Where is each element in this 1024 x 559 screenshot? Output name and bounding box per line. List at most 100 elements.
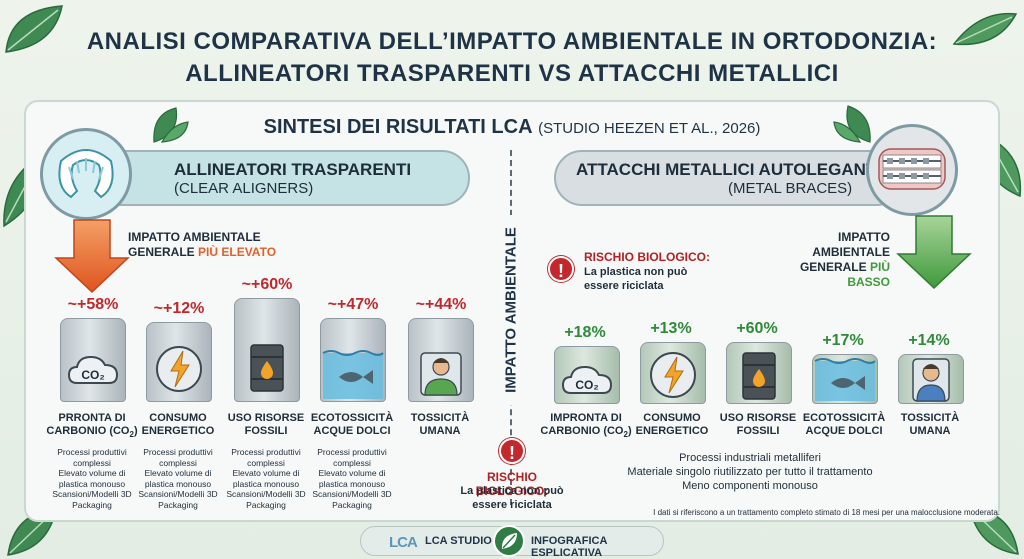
right-label-energy-line1: CONSUMO [643, 412, 701, 424]
oil-barrel-icon [742, 352, 776, 400]
risk-bottom-text: La plastica non può essere riciclata [456, 484, 568, 512]
note-line: Processi produttivi complessi [143, 447, 213, 468]
left-label-human: TOSSICITÀ UMANA [392, 412, 488, 438]
right-label-carbon-line2b: ) [627, 425, 632, 437]
left-percent-fossil: ~+60% [241, 276, 293, 293]
left-impact-text: IMPATTO AMBIENTALE GENERALE PIÙ ELEVATO [128, 230, 276, 260]
note-line: Packaging [158, 499, 198, 510]
note-line: Packaging [246, 499, 286, 510]
co2-cloud-icon: CO₂ [67, 355, 119, 384]
left-label-human-line1: TOSSICITÀ [410, 412, 470, 424]
metal-braces-icon [878, 148, 946, 190]
left-label-human-line2: UMANA [419, 425, 461, 437]
left-impact-line2: GENERALE PIÙ ELEVATO [128, 245, 276, 260]
right-notes: Processi industriali metalliferi Materia… [600, 451, 900, 493]
oil-barrel-icon [250, 344, 284, 392]
right-bar-carbon: CO₂ [554, 346, 620, 404]
note-line: Elevato volume di plastica monouso [58, 468, 126, 489]
leaf-decoration-top-right [952, 12, 1018, 46]
left-notes-col4: Processi produttivi complessi Elevato vo… [306, 447, 398, 510]
left-label-fossil: USO RISORSE FOSSILI [218, 412, 314, 438]
right-impact-text: IMPATTO AMBIENTALE GENERALE PIÙ BASSO [762, 230, 890, 290]
footer-info: INFOGRAFICA ESPLICATIVA [531, 535, 607, 559]
risk-bottom-title: RISCHIO BIOLOGICO: [475, 470, 549, 498]
left-label-ecotox-line1: ECOTOSSICITÀ [310, 412, 394, 424]
summary-source: (STUDIO HEEZEN ET AL., 2026) [538, 120, 761, 137]
left-label-carbon-line1: PRRONTA DI [58, 412, 126, 424]
right-percent-energy: +13% [650, 320, 692, 337]
warning-icon: ! [499, 438, 525, 464]
left-bar-ecotox [320, 318, 386, 402]
right-impact-line2a: GENERALE [799, 260, 870, 274]
person-icon [420, 352, 462, 396]
left-label-energy-line1: CONSUMO [149, 412, 207, 424]
right-label-energy-line2: ENERGETICO [635, 425, 709, 437]
risk-top-text: La plastica non può essere riciclata [584, 265, 687, 293]
right-impact-line2: GENERALE PIÙ BASSO [762, 260, 890, 290]
right-header-subtitle: (METAL BRACES) [728, 180, 853, 197]
center-vertical-label-text: IMPATTO AMBIENTALE [502, 227, 520, 393]
right-header-title: ATTACCHI METALLICI AUTOLEGANTI [576, 160, 882, 179]
right-label-human: TOSSICITÀ UMANA [882, 412, 978, 438]
footer-studio: LCA STUDIO [425, 535, 492, 547]
left-label-fossil-line2: FOSSILI [244, 425, 288, 437]
note-line: Elevato volume di plastica monouso [232, 468, 300, 489]
leaf-icon [833, 105, 871, 143]
svg-text:CO₂: CO₂ [575, 378, 598, 392]
left-impact-highlight: PIÙ ELEVATO [198, 245, 277, 259]
note-line: Processi produttivi complessi [317, 447, 387, 468]
left-header-pill: ALLINEATORI TRASPARENTI (CLEAR ALIGNERS) [80, 150, 470, 206]
aligner-circle [40, 128, 132, 220]
arrow-down-green-icon [896, 215, 972, 290]
right-label-ecotox: ECOTOSSICITÀ ACQUE DOLCI [796, 412, 892, 438]
leaf-icon [153, 107, 189, 143]
left-percent-human: ~+44% [415, 296, 467, 313]
left-header-subtitle: (CLEAR ALIGNERS) [174, 180, 314, 197]
right-bar-fossil [726, 342, 792, 404]
right-label-human-line1: TOSSICITÀ [900, 412, 960, 424]
note-line: Packaging [72, 499, 112, 510]
risk-top-line2: essere riciclata [584, 280, 664, 292]
note-line: Meno componenti monouso [682, 480, 818, 492]
right-label-carbon-line2a: CARBONIO (CO [540, 425, 624, 437]
note-line: Materiale singolo riutilizzato per tutto… [627, 466, 873, 478]
leaf-icon [493, 525, 525, 557]
left-bar-carbon: CO₂ [60, 318, 126, 402]
clear-aligner-icon [58, 149, 114, 199]
right-percent-carbon: +18% [564, 324, 606, 341]
left-label-carbon-line2: CARBONIO (CO2) [46, 425, 138, 440]
svg-text:CO₂: CO₂ [81, 368, 104, 382]
right-impact-highlight: PIÙ BASSO [847, 260, 890, 289]
note-line: Scansioni/Modelli 3D [52, 489, 132, 499]
left-label-carbon: PRRONTA DI CARBONIO (CO2) [44, 412, 140, 441]
lightning-icon [650, 352, 696, 398]
right-label-ecotox-line1: ECOTOSSICITÀ [802, 412, 886, 424]
right-label-energy: CONSUMO ENERGETICO [624, 412, 720, 438]
person-icon [912, 358, 950, 402]
fish-water-icon [322, 350, 384, 399]
main-title-line1: ANALISI COMPARATIVA DELL’IMPATTO AMBIENT… [86, 28, 938, 55]
leaf-decoration-top-left [5, 5, 63, 53]
fish-water-icon [814, 358, 876, 401]
left-label-carbon-line2a: CARBONIO (CO [46, 425, 130, 437]
right-bar-energy [640, 342, 706, 404]
lightning-icon [156, 346, 202, 392]
risk-top-line1: La plastica non può [584, 266, 688, 278]
note-line: Scansioni/Modelli 3D [226, 489, 306, 499]
left-label-carbon-line2b: ) [133, 425, 138, 437]
left-impact-line2a: GENERALE [128, 245, 199, 259]
right-percent-fossil: +60% [736, 320, 778, 337]
right-percent-human: +14% [908, 332, 950, 349]
left-percent-ecotox: ~+47% [327, 296, 379, 313]
footer-bar: LCA LCA STUDIO INFOGRAFICA ESPLICATIVA [360, 525, 664, 559]
right-label-fossil-line1: USO RISORSE [719, 412, 797, 424]
right-header-pill: ATTACCHI METALLICI AUTOLEGANTI (METAL BR… [554, 150, 904, 206]
right-label-ecotox-line2: ACQUE DOLCI [805, 425, 883, 437]
arrow-up-orange-icon [54, 219, 130, 294]
left-label-energy-line2: ENERGETICO [141, 425, 215, 437]
left-label-ecotox-line2: ACQUE DOLCI [313, 425, 391, 437]
note-line: Scansioni/Modelli 3D [138, 489, 218, 499]
lca-logo: LCA [389, 534, 418, 551]
risk-bottom-line1: La plastica non può [460, 485, 564, 497]
note-line: Elevato volume di plastica monouso [318, 468, 386, 489]
